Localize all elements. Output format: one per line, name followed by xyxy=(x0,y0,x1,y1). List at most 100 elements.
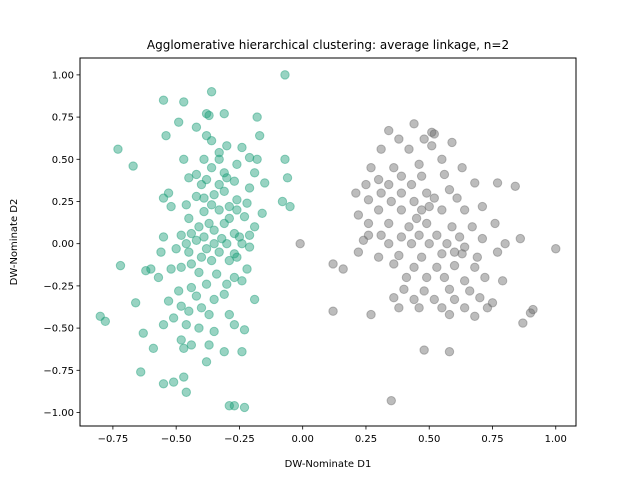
data-point xyxy=(452,193,462,203)
data-point xyxy=(206,87,217,97)
data-point xyxy=(376,144,386,154)
data-point xyxy=(449,294,460,305)
data-point xyxy=(444,284,455,294)
data-point xyxy=(396,205,407,215)
data-point xyxy=(459,205,470,215)
data-point xyxy=(244,242,255,252)
data-point xyxy=(510,181,520,191)
y-tick-label: −1.00 xyxy=(43,408,74,419)
data-point xyxy=(186,282,197,293)
data-point xyxy=(394,303,404,313)
data-point xyxy=(384,125,394,136)
data-point xyxy=(386,395,396,406)
data-point xyxy=(217,233,227,244)
data-point xyxy=(437,303,447,313)
data-point xyxy=(358,235,369,246)
data-point xyxy=(158,232,169,242)
data-point xyxy=(214,147,224,158)
data-point xyxy=(500,238,510,249)
data-point xyxy=(366,163,376,173)
data-point xyxy=(136,367,146,377)
y-tick-label: 0.25 xyxy=(52,197,74,208)
data-point xyxy=(376,188,386,198)
data-point xyxy=(176,230,186,240)
data-point xyxy=(158,193,169,203)
data-point xyxy=(457,163,467,173)
data-point xyxy=(444,309,455,320)
data-point xyxy=(470,311,480,321)
data-point xyxy=(414,159,424,170)
data-point xyxy=(199,206,209,217)
data-point xyxy=(194,323,204,333)
data-point xyxy=(138,328,148,338)
data-point xyxy=(373,174,384,185)
data-point xyxy=(427,141,437,151)
data-point xyxy=(206,200,217,210)
data-point xyxy=(406,238,417,249)
data-point xyxy=(249,168,260,178)
data-point xyxy=(373,252,384,262)
data-point xyxy=(100,316,111,327)
data-point xyxy=(176,262,186,273)
data-point xyxy=(518,318,528,328)
y-axis-label: DW-Nominate D2 xyxy=(9,199,20,286)
y-tick-label: −0.75 xyxy=(43,366,74,377)
data-point xyxy=(163,188,174,198)
data-point xyxy=(437,205,447,215)
data-point xyxy=(457,249,467,259)
data-point xyxy=(477,201,488,212)
data-point xyxy=(199,232,209,242)
data-point xyxy=(432,262,442,273)
data-point xyxy=(429,129,439,139)
data-point xyxy=(285,201,295,212)
data-point xyxy=(444,347,455,357)
data-point xyxy=(421,218,432,229)
data-point xyxy=(260,178,270,188)
data-point xyxy=(497,276,508,286)
data-point xyxy=(487,298,498,308)
data-point xyxy=(158,95,169,105)
data-point xyxy=(201,244,212,254)
data-point xyxy=(447,222,457,232)
data-point xyxy=(229,176,240,186)
data-point xyxy=(409,119,419,129)
x-tick-label: −0.75 xyxy=(98,434,129,445)
data-point xyxy=(432,230,442,240)
data-point xyxy=(179,154,189,164)
data-point xyxy=(179,343,189,354)
data-point xyxy=(222,279,232,289)
data-point xyxy=(166,201,176,212)
data-point xyxy=(277,196,288,207)
data-point xyxy=(404,144,414,154)
y-tick-label: −0.50 xyxy=(43,324,74,335)
x-tick-label: 0.25 xyxy=(355,434,377,445)
data-point xyxy=(206,255,217,266)
data-point xyxy=(280,70,290,80)
data-point xyxy=(396,232,407,242)
data-point xyxy=(201,174,212,185)
data-point xyxy=(237,347,247,357)
data-point xyxy=(196,303,207,313)
data-point xyxy=(196,179,207,190)
data-point xyxy=(214,154,224,164)
data-point xyxy=(209,190,219,200)
data-point xyxy=(437,154,447,164)
data-point xyxy=(409,262,419,273)
data-point xyxy=(204,309,214,320)
data-point xyxy=(363,230,374,240)
data-point xyxy=(282,173,293,183)
data-point xyxy=(148,343,159,354)
data-point xyxy=(244,183,255,193)
data-point xyxy=(477,233,488,244)
data-point xyxy=(191,235,202,246)
data-point xyxy=(437,249,447,259)
data-point xyxy=(219,347,229,357)
plot-frame xyxy=(79,57,577,427)
data-point xyxy=(366,309,376,320)
data-point xyxy=(181,200,191,210)
data-point xyxy=(191,191,202,202)
data-point xyxy=(467,222,477,232)
data-point xyxy=(146,264,156,274)
data-point xyxy=(181,320,191,330)
